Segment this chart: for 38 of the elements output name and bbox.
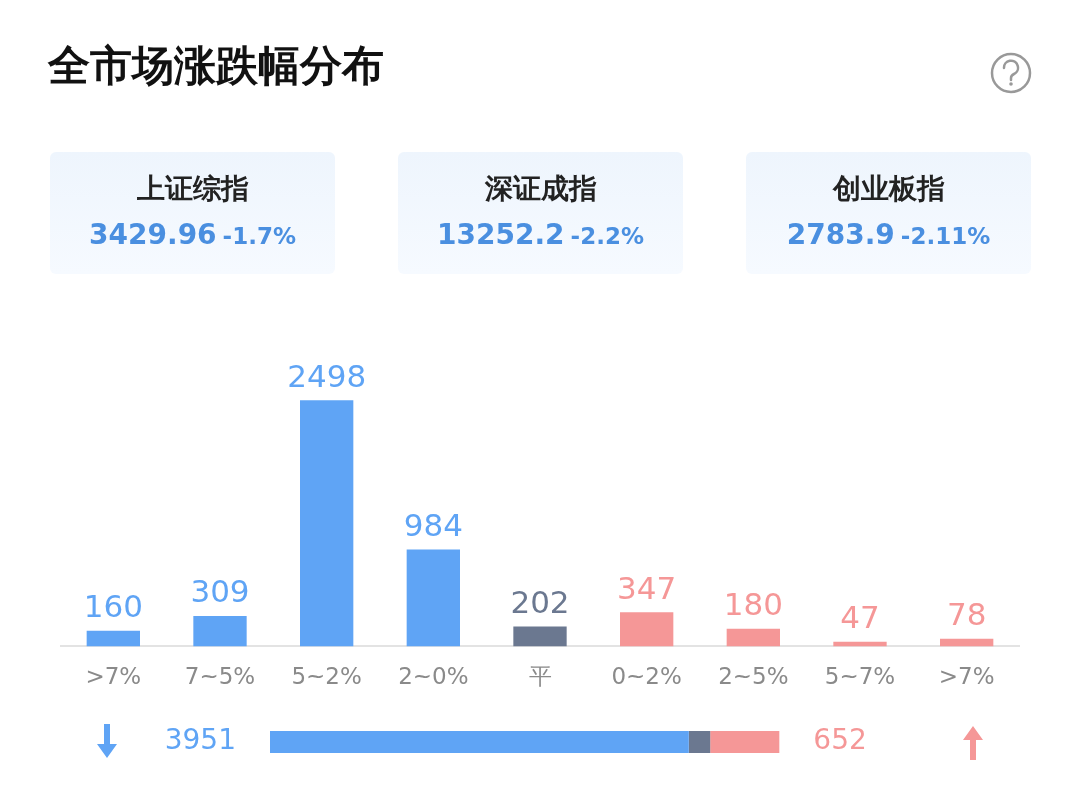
bar (940, 638, 994, 647)
x-tick-label: 平 (528, 663, 552, 690)
x-tick-label: 5~7% (824, 663, 896, 690)
data-label: 3951 (164, 723, 236, 757)
text: 上证综指 (135, 171, 250, 207)
text: -1.7% (222, 223, 296, 249)
x-tick-label: 7~5% (184, 663, 256, 690)
x-tick-label: 2~5% (718, 663, 789, 690)
data-label: 160 (83, 588, 143, 625)
text: -2.11% (900, 223, 991, 249)
text: 创业板指 (831, 171, 946, 207)
text: 全市场涨跌幅分布 (48, 40, 384, 92)
bar (406, 549, 460, 647)
data-label: 2498 (287, 357, 367, 394)
data-label: 652 (813, 723, 867, 757)
text: 深证成指 (483, 171, 598, 207)
data-label: 347 (617, 569, 677, 606)
text: -2.2% (570, 223, 644, 249)
data-label: 78 (946, 596, 987, 633)
text: 13252.2 (437, 218, 565, 251)
data-label: 202 (510, 584, 570, 621)
x-tick-label: 5~2% (291, 663, 362, 690)
x-tick-label: 2~0% (398, 663, 469, 690)
x-tick-label: >7% (938, 663, 995, 690)
x-tick-label: >7% (85, 663, 142, 690)
text: 2783.9 (786, 218, 895, 251)
bar (726, 628, 780, 647)
data-label: 984 (403, 506, 463, 543)
x-tick-label: 0~2% (611, 663, 682, 690)
bar (193, 615, 247, 647)
bar (86, 630, 140, 647)
bar (620, 612, 674, 647)
data-label: 180 (723, 586, 783, 623)
data-label: 47 (840, 599, 880, 636)
bar (513, 626, 567, 647)
text: 3429.96 (89, 218, 217, 251)
bar (300, 400, 354, 647)
data-label: 309 (190, 573, 250, 610)
